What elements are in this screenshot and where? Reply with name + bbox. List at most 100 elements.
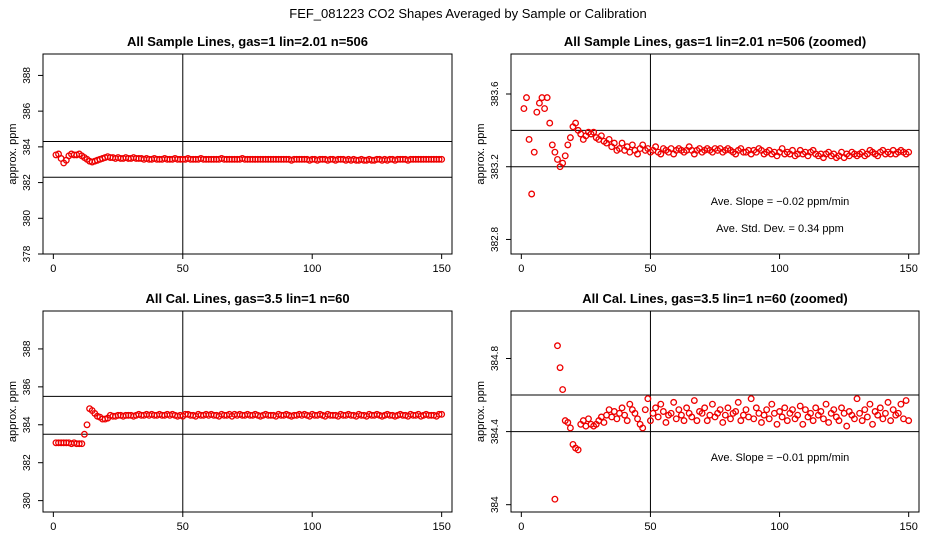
data-point	[618, 139, 626, 147]
data-point	[530, 148, 538, 156]
data-point	[830, 406, 838, 414]
data-point	[693, 417, 701, 425]
data-point	[801, 406, 809, 414]
data-point	[742, 406, 750, 414]
data-point	[812, 404, 820, 412]
data-point	[610, 139, 618, 147]
panel-title: All Sample Lines, gas=1 lin=2.01 n=506	[127, 34, 368, 49]
data-point	[605, 136, 613, 143]
data-point	[554, 156, 561, 163]
y-tick-label: 384.4	[490, 419, 501, 444]
data-point	[621, 411, 629, 419]
data-point	[566, 134, 574, 142]
data-point	[618, 404, 626, 412]
y-tick-label: 378	[22, 245, 33, 262]
x-tick-label: 50	[177, 521, 189, 533]
data-point	[807, 409, 814, 417]
data-point	[667, 409, 675, 417]
data-point	[564, 419, 572, 426]
data-point	[554, 342, 561, 350]
data-point	[435, 155, 443, 163]
data-point	[628, 141, 636, 149]
data-point	[874, 411, 882, 419]
y-tick-label: 382.8	[490, 227, 501, 252]
plot-frame	[510, 53, 920, 255]
x-tick-label: 50	[644, 521, 656, 533]
data-point	[897, 400, 905, 408]
data-point	[659, 408, 667, 415]
data-point	[590, 128, 598, 136]
data-point	[564, 141, 572, 149]
data-point	[623, 417, 631, 425]
y-tick-label: 384	[22, 416, 33, 433]
annotation-text: Ave. Slope = −0.01 ppm/min	[711, 452, 850, 464]
y-tick-label: 386	[22, 102, 33, 119]
data-point	[631, 409, 639, 417]
y-tick-label: 388	[22, 340, 33, 357]
data-point	[520, 105, 528, 112]
data-point	[551, 148, 559, 156]
y-tick-label: 386	[22, 378, 33, 395]
data-point	[783, 417, 791, 425]
data-point	[869, 420, 876, 428]
data-point	[716, 406, 724, 414]
data-point	[732, 408, 740, 415]
x-tick-label: 0	[518, 521, 524, 533]
data-point	[646, 417, 654, 425]
data-point	[750, 415, 758, 423]
chart-panel-1: All Sample Lines, gas=1 lin=2.01 n=506 0 5…	[7, 34, 453, 275]
data-point	[80, 430, 88, 438]
data-point	[649, 409, 657, 417]
data-point	[662, 419, 670, 426]
data-point	[835, 417, 843, 425]
y-tick-label: 383.2	[490, 154, 501, 179]
data-point	[435, 410, 443, 418]
data-point	[905, 417, 913, 425]
data-point	[789, 406, 796, 414]
data-point	[708, 400, 716, 408]
x-tick-label: 100	[303, 263, 321, 275]
data-point	[559, 386, 567, 394]
data-point	[641, 406, 649, 414]
x-tick-label: 50	[644, 263, 656, 275]
data-point	[889, 406, 897, 414]
data-point	[876, 404, 884, 412]
x-tick-label: 150	[432, 521, 450, 533]
data-point	[796, 402, 804, 410]
data-point	[78, 440, 86, 448]
data-point	[853, 395, 861, 403]
data-point	[559, 159, 567, 167]
data-point	[672, 415, 680, 423]
x-tick-label: 0	[50, 521, 56, 533]
data-point	[634, 415, 641, 423]
data-point	[585, 415, 592, 423]
data-point	[765, 415, 773, 423]
data-point	[75, 440, 83, 448]
data-point	[83, 421, 91, 429]
data-point	[438, 410, 446, 418]
data-point	[657, 150, 665, 158]
data-point	[644, 395, 652, 403]
data-point	[690, 397, 698, 404]
y-tick-label: 382	[22, 454, 33, 471]
data-point	[657, 400, 665, 408]
data-point	[698, 409, 706, 417]
data-point	[719, 419, 727, 426]
data-point	[843, 422, 851, 430]
y-axis-label: approx. ppm	[475, 123, 487, 184]
data-point	[861, 406, 869, 414]
data-point	[794, 411, 802, 419]
x-tick-label: 100	[303, 521, 321, 533]
data-point	[688, 413, 696, 421]
data-point	[809, 417, 817, 425]
data-point	[789, 146, 796, 154]
data-point	[768, 400, 776, 408]
data-point	[799, 420, 807, 428]
data-point	[863, 413, 871, 421]
data-point	[778, 413, 786, 421]
data-point	[600, 419, 608, 426]
data-point	[597, 132, 605, 140]
data-point	[856, 409, 864, 417]
data-point	[541, 105, 549, 112]
data-point	[781, 404, 789, 412]
